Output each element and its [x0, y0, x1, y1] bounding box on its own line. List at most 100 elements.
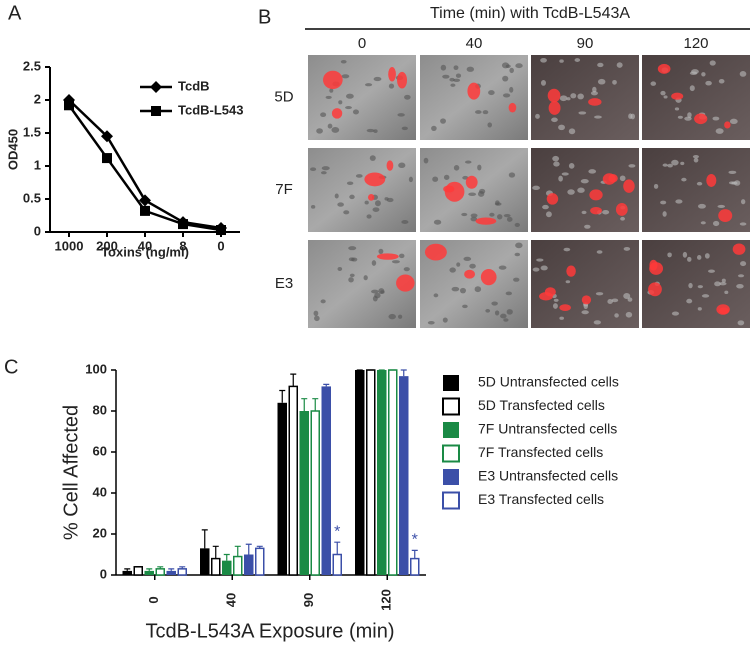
cell: [701, 72, 706, 77]
cell: [352, 109, 359, 115]
cell: [371, 260, 377, 266]
cell: [715, 128, 724, 134]
cell: [459, 287, 467, 294]
cell: [680, 161, 685, 166]
significance-mark: *: [334, 523, 340, 540]
cell: [731, 181, 738, 185]
bar: [399, 376, 409, 575]
cell: [674, 107, 680, 111]
y-tick-label: 1.5: [23, 124, 41, 139]
error-bar: [234, 545, 241, 557]
cell: [514, 252, 521, 257]
cell: [662, 163, 668, 167]
cell: [667, 163, 673, 168]
fluorescent-cell: [386, 160, 394, 171]
column-label: 90: [577, 35, 594, 52]
fluorescent-cell: [648, 282, 662, 297]
cell: [540, 80, 547, 86]
x-axis-title: Toxins (ng/ml): [101, 244, 189, 259]
legend-label: 7F Transfected cells: [478, 444, 603, 460]
cell: [314, 315, 320, 322]
y-tick-label: 20: [93, 525, 107, 540]
cell: [487, 122, 492, 128]
error-bar: [157, 566, 164, 569]
cell: [566, 97, 571, 101]
cell: [574, 58, 581, 62]
panel-label: C: [4, 356, 18, 378]
legend-marker: [151, 106, 161, 116]
legend-swatch: [443, 375, 459, 391]
cell: [687, 112, 692, 118]
cell: [423, 157, 429, 164]
cell: [719, 281, 727, 286]
fluorescent-cell: [465, 175, 478, 189]
cell: [403, 267, 410, 272]
cell: [440, 64, 447, 71]
bar: [166, 570, 176, 575]
legend-swatch: [442, 444, 460, 463]
cell: [619, 175, 626, 182]
cell: [388, 83, 395, 89]
fluorescent-cell: [608, 174, 618, 183]
cell: [565, 280, 571, 284]
cell: [675, 199, 683, 204]
cell: [704, 253, 710, 259]
cell: [663, 95, 668, 99]
marker: [139, 194, 151, 207]
cell: [551, 117, 558, 123]
cell: [737, 320, 745, 326]
cell: [374, 292, 381, 299]
fluorescent-cell: [548, 101, 561, 115]
cell: [593, 320, 601, 325]
cell: [597, 78, 606, 85]
error-bar: [256, 545, 263, 549]
cell: [408, 176, 413, 183]
x-tick-label: 120: [379, 589, 394, 611]
x-tick-label: 8: [179, 238, 186, 253]
cell: [331, 126, 340, 133]
cell: [338, 100, 343, 105]
cell: [568, 162, 575, 169]
cell: [453, 165, 460, 171]
cell: [399, 253, 405, 259]
cell: [739, 70, 747, 77]
bar: [321, 386, 331, 575]
error-bar: [201, 529, 208, 549]
cell: [540, 265, 548, 271]
cell: [397, 314, 403, 319]
cell: [456, 262, 461, 267]
cell: [451, 286, 460, 292]
fluorescent-cell: [322, 70, 343, 90]
cell: [364, 200, 369, 205]
legend-swatch: [443, 422, 459, 438]
fluorescent-cell: [397, 71, 408, 89]
cell: [568, 128, 576, 135]
cell: [596, 250, 603, 254]
cell: [373, 129, 378, 133]
cell: [470, 213, 478, 218]
cell: [401, 220, 409, 224]
cell: [450, 83, 456, 87]
cell: [724, 290, 729, 295]
cell: [398, 162, 406, 169]
cell: [310, 167, 317, 172]
y-tick-label: 2: [34, 91, 41, 106]
cell: [728, 170, 737, 174]
fluorescent-cell: [718, 307, 729, 315]
bar: [177, 568, 187, 576]
cell: [671, 311, 680, 316]
cell: [696, 181, 703, 186]
bar: [233, 555, 243, 576]
cell: [505, 291, 513, 296]
cell: [567, 189, 575, 195]
error-bar: [212, 545, 219, 559]
fluorescent-cell: [724, 121, 731, 129]
legend-label: 7F Untransfected cells: [478, 421, 617, 437]
cell: [736, 283, 744, 289]
cell: [384, 197, 389, 201]
bar: [211, 557, 221, 576]
cell: [712, 220, 720, 227]
cell: [369, 155, 376, 161]
legend-label: 5D Transfected cells: [478, 397, 605, 413]
cell: [616, 62, 623, 68]
